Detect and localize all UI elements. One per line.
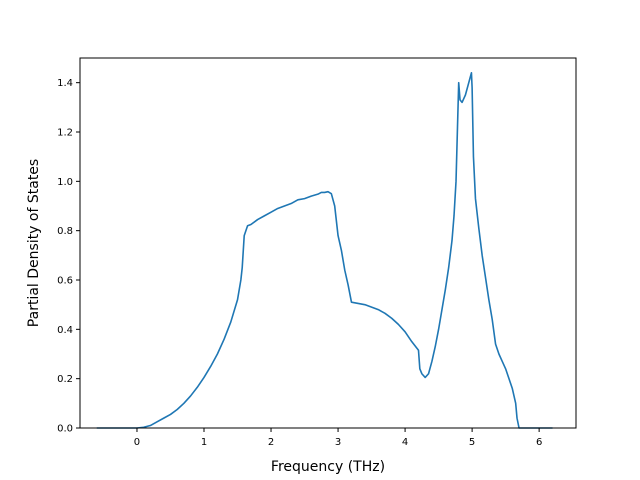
y-tick-label: 0.6: [57, 276, 73, 287]
y-axis-label: Partial Density of States: [26, 159, 42, 327]
pdos-line: [96, 72, 553, 429]
x-axis-label: Frequency (THz): [271, 459, 385, 475]
x-tick-label: 1: [201, 437, 207, 448]
y-tick-label: 1.0: [57, 177, 73, 188]
x-tick-label: 5: [469, 437, 475, 448]
plot-area: [96, 72, 553, 429]
x-tick-label: 2: [268, 437, 274, 448]
x-tick-label: 0: [134, 437, 140, 448]
y-tick-label: 0.2: [57, 374, 73, 385]
x-axis-ticks: 0 1 2 3 4 5 6: [134, 428, 542, 448]
axes-frame: [79, 57, 577, 429]
x-tick-label: 6: [536, 437, 542, 448]
y-tick-label: 0.8: [57, 226, 73, 237]
y-tick-label: 1.4: [57, 78, 73, 89]
x-tick-label: 4: [402, 437, 408, 448]
x-tick-label: 3: [335, 437, 341, 448]
y-tick-label: 0.4: [57, 325, 73, 336]
y-tick-label: 0.0: [57, 424, 73, 435]
y-tick-label: 1.2: [57, 128, 73, 139]
y-axis-ticks: 0.0 0.2 0.4 0.6 0.8 1.0 1.2 1.4: [57, 78, 80, 435]
